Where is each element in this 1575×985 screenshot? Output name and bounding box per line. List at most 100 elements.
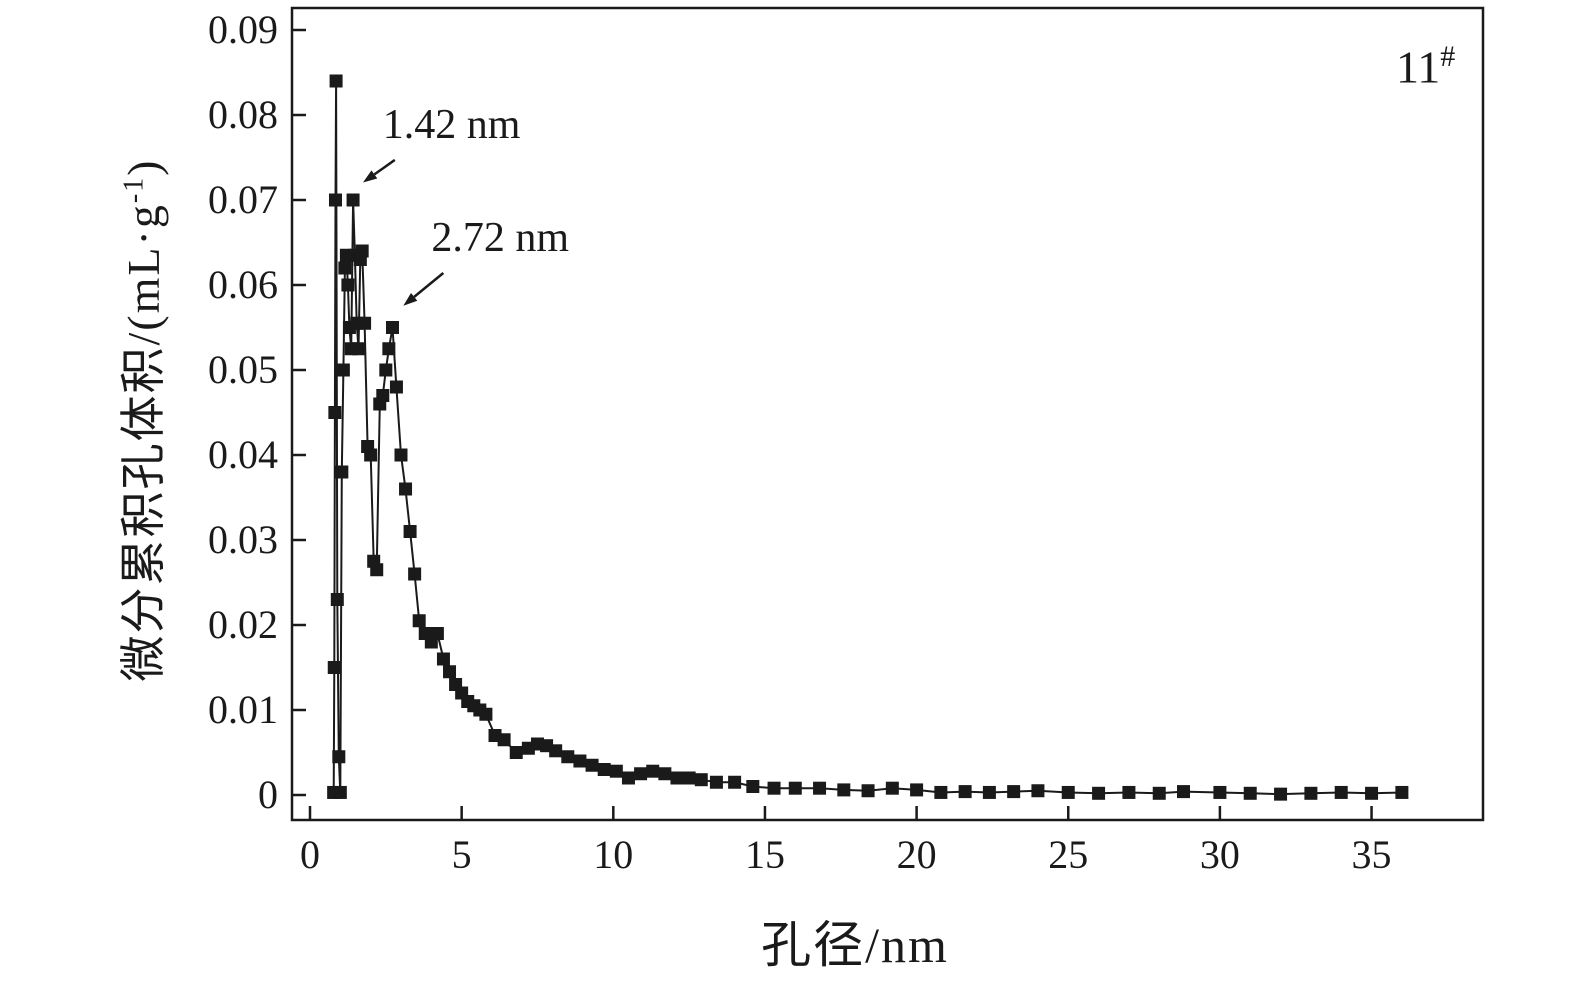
data-point-marker (436, 652, 450, 666)
data-point-marker (1152, 786, 1166, 800)
data-point-marker (327, 661, 341, 674)
data-point-marker (382, 342, 396, 356)
data-point-marker (385, 321, 399, 334)
annotation-arrow-line (373, 158, 396, 176)
x-tick-label: 30 (1200, 832, 1240, 877)
x-tick-label: 5 (452, 832, 472, 877)
data-point-marker (338, 261, 352, 275)
data-point-marker (1304, 786, 1318, 800)
data-point-marker (621, 771, 635, 785)
data-point-marker (412, 614, 426, 628)
data-point-marker (573, 754, 587, 768)
annotation-arrow-head (362, 170, 378, 183)
data-point-marker (982, 785, 996, 799)
data-point-marker (958, 785, 972, 799)
data-point-marker (837, 783, 851, 797)
y-tick-label: 0.02 (208, 602, 278, 647)
data-point-marker (430, 627, 444, 640)
data-point-marker (634, 767, 648, 781)
x-tick-label: 25 (1048, 832, 1088, 877)
y-tick-label: 0.09 (208, 7, 278, 52)
data-point-marker (910, 783, 924, 797)
data-point-marker (389, 380, 403, 394)
data-point-marker (333, 785, 347, 799)
data-point-marker (585, 758, 599, 772)
data-point-marker (1061, 785, 1075, 799)
annotation-arrow-line (413, 272, 445, 298)
data-point-marker (355, 244, 369, 258)
x-tick-label: 15 (745, 832, 785, 877)
data-point-marker (788, 781, 802, 795)
x-axis-title: 孔径/nm (761, 917, 949, 973)
data-point-marker (682, 771, 696, 785)
data-point-marker (885, 781, 899, 795)
plot-frame (290, 6, 1485, 822)
y-tick-label: 0.03 (208, 517, 278, 562)
y-tick-label: 0.07 (208, 177, 278, 222)
x-tick-label: 10 (593, 832, 633, 877)
annotation-label: 2.72 nm (431, 215, 569, 261)
data-point-marker (497, 733, 511, 747)
data-point-marker (335, 465, 349, 479)
data-point-marker (403, 525, 417, 538)
data-point-marker (358, 316, 372, 330)
data-point-marker (330, 593, 344, 606)
data-point-marker (329, 74, 343, 88)
data-point-marker (443, 665, 457, 679)
data-point-marker (709, 775, 723, 789)
data-point-marker (1092, 786, 1106, 800)
data-point-marker (1031, 784, 1045, 798)
data-point-marker (597, 763, 611, 776)
y-axis-title: 微分累积孔体积/(mL·g-1) (107, 159, 173, 682)
y-axis-title-text: 微分累积孔体积/(mL·g (118, 203, 169, 682)
data-point-marker (1177, 785, 1191, 799)
data-point-marker (332, 750, 346, 764)
data-point-marker (549, 744, 563, 758)
data-point-marker (370, 563, 384, 577)
y-tick-label: 0.01 (208, 687, 278, 732)
data-point-marker (376, 389, 390, 402)
data-point-marker (352, 342, 366, 356)
x-tick-label: 20 (897, 832, 937, 877)
data-point-marker (646, 764, 660, 778)
data-point-marker (364, 448, 378, 462)
annotation-label: 1.42 nm (383, 102, 521, 148)
y-tick-label: 0.04 (208, 432, 278, 477)
data-point-marker (609, 764, 623, 778)
data-point-marker (670, 771, 684, 785)
data-point-marker (408, 567, 422, 581)
data-point-marker (328, 406, 342, 419)
series-line (332, 80, 1402, 796)
data-point-marker (767, 781, 781, 795)
y-tick-label: 0.06 (208, 262, 278, 307)
data-point-marker (379, 363, 393, 377)
data-point-marker (399, 482, 413, 496)
annotation-arrow-head (403, 293, 418, 306)
data-point-marker (1213, 785, 1227, 799)
data-point-marker (934, 785, 948, 799)
data-point-marker (658, 767, 672, 781)
y-tick-label: 0.05 (208, 347, 278, 392)
data-point-marker (1243, 786, 1257, 800)
data-point-marker (1122, 785, 1136, 799)
x-tick-label: 0 (300, 832, 320, 877)
data-point-marker (861, 784, 875, 798)
data-point-marker (813, 781, 827, 795)
data-point-marker (1007, 785, 1021, 799)
sample-label-superscript: # (1440, 40, 1456, 73)
data-point-marker (728, 775, 742, 789)
data-point-marker (509, 746, 523, 759)
x-tick-label: 35 (1352, 832, 1392, 877)
data-point-marker (328, 193, 342, 207)
data-point-marker (1274, 787, 1288, 801)
data-point-marker (336, 363, 350, 377)
data-point-marker (341, 278, 355, 292)
data-point-marker (1365, 786, 1379, 800)
data-point-marker (346, 193, 360, 207)
data-point-marker (1334, 785, 1348, 799)
data-point-marker (394, 448, 408, 462)
y-axis-title-close: ) (118, 158, 169, 176)
y-axis-title-superscript: -1 (118, 175, 150, 204)
